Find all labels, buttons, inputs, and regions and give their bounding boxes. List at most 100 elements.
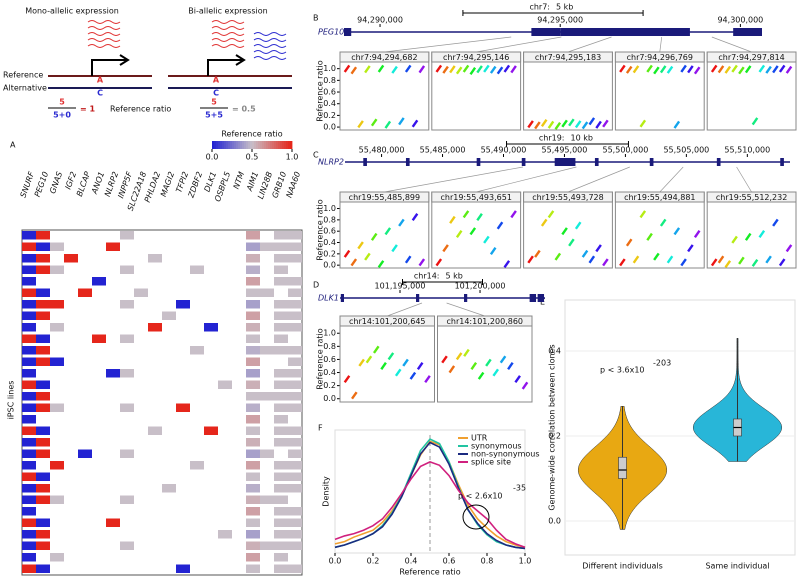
clone-point bbox=[595, 120, 602, 129]
heatmap-cell bbox=[288, 346, 302, 355]
heatmap-cell bbox=[22, 484, 36, 493]
heatmap-cell bbox=[288, 242, 302, 251]
clone-point bbox=[653, 66, 660, 75]
heatmap-cell bbox=[22, 346, 36, 355]
heatmap-cell bbox=[36, 311, 50, 320]
clone-point bbox=[581, 121, 589, 130]
clone-point bbox=[377, 260, 385, 269]
colorbar-step bbox=[284, 141, 287, 149]
y-tick-label: 0.2 bbox=[323, 381, 336, 390]
heatmap-cell bbox=[246, 277, 260, 286]
heatmap-cell bbox=[22, 438, 36, 447]
clone-point bbox=[503, 64, 511, 73]
heatmap-cell bbox=[190, 346, 204, 355]
heatmap-cell bbox=[36, 231, 50, 240]
panel-letter: B bbox=[313, 14, 319, 23]
clone-point bbox=[765, 65, 772, 74]
heatmap-cell bbox=[260, 288, 274, 297]
colorbar-step bbox=[288, 141, 291, 149]
clone-point bbox=[588, 255, 596, 264]
heatmap-cell bbox=[120, 495, 134, 504]
heatmap-cell bbox=[36, 484, 50, 493]
heatmap-cell bbox=[120, 541, 134, 550]
heatmap-cell bbox=[218, 380, 232, 389]
clone-point bbox=[462, 64, 470, 73]
clone-point bbox=[527, 120, 534, 129]
heatmap-cell bbox=[92, 334, 106, 343]
clone-point bbox=[391, 65, 398, 74]
heatmap-cell bbox=[246, 254, 260, 263]
heatmap-cell bbox=[22, 254, 36, 263]
x-tick-label: 94,300,000 bbox=[717, 16, 763, 25]
heatmap-cell bbox=[246, 541, 260, 550]
ref-reads bbox=[87, 20, 121, 48]
clone-point bbox=[595, 244, 602, 253]
clone-point bbox=[772, 65, 779, 74]
y-tick-label: 1.0 bbox=[323, 329, 336, 338]
heatmap-cell bbox=[36, 334, 50, 343]
heatmap-cell bbox=[274, 380, 288, 389]
heatmap-cell bbox=[106, 242, 120, 251]
clone-point bbox=[751, 117, 759, 126]
clone-point bbox=[687, 65, 694, 74]
sub-panel-header bbox=[339, 191, 430, 203]
heatmap-cell bbox=[246, 449, 260, 458]
clone-point bbox=[358, 358, 365, 367]
heatmap-cell bbox=[22, 564, 36, 573]
clone-point bbox=[462, 210, 470, 219]
y-tick-label: 0.8 bbox=[323, 215, 336, 224]
sub-panel-title: chr14:101,200,860 bbox=[446, 317, 523, 326]
clone-point bbox=[731, 64, 738, 73]
x-tick-label: 101,195,000 bbox=[375, 282, 426, 291]
heatmap-cell bbox=[36, 518, 50, 527]
clone-point bbox=[470, 362, 478, 370]
heatmap-cell bbox=[246, 265, 260, 274]
heatmap-cell bbox=[50, 357, 64, 366]
clone-point bbox=[514, 375, 521, 384]
annotation: p < 2.6x10 bbox=[458, 492, 503, 501]
heatmap-cell bbox=[36, 564, 50, 573]
clone-point bbox=[693, 66, 701, 75]
colorbar-step bbox=[236, 141, 239, 149]
connector bbox=[387, 302, 423, 317]
sub-panel bbox=[437, 315, 533, 403]
clone-point bbox=[653, 252, 660, 261]
legend-label: non-synonymous bbox=[471, 450, 540, 459]
heatmap-cell bbox=[22, 231, 36, 240]
sub-panel bbox=[523, 191, 613, 269]
box bbox=[618, 456, 627, 479]
sub-panel-title: chr19:55,512,232 bbox=[716, 193, 787, 202]
heatmap-cell bbox=[288, 277, 302, 286]
sub-panel-header bbox=[339, 315, 435, 327]
colorbar-step bbox=[272, 141, 275, 149]
colorbar-step bbox=[230, 141, 233, 149]
density-line bbox=[334, 461, 526, 549]
y-tick-label: 0.2 bbox=[323, 111, 336, 120]
clone-point bbox=[646, 232, 653, 241]
sub-panel-title: chr7:94,294,682 bbox=[351, 53, 417, 62]
heatmap-cell bbox=[50, 495, 64, 504]
reads bbox=[87, 20, 287, 60]
x-tick-label: 55,485,000 bbox=[420, 146, 466, 155]
heatmap-cell bbox=[190, 461, 204, 470]
heatmap-cell bbox=[274, 553, 288, 562]
heatmap-cell bbox=[288, 438, 302, 447]
heatmap-cell bbox=[288, 254, 302, 263]
heatmap-cell bbox=[50, 242, 64, 251]
x-tick-label: 55,510,000 bbox=[724, 146, 770, 155]
clone-point bbox=[724, 65, 732, 74]
colorbar-step bbox=[280, 141, 283, 149]
clone-point bbox=[469, 67, 477, 75]
colorbar-step bbox=[256, 141, 259, 149]
exon bbox=[531, 28, 561, 36]
heatmap-cell bbox=[260, 449, 274, 458]
bi-denominator: 5+5 bbox=[205, 111, 223, 120]
clone-point bbox=[448, 365, 456, 374]
heatmap-cell bbox=[92, 277, 106, 286]
clone-point bbox=[717, 255, 725, 264]
x-tick-label: 55,480,000 bbox=[359, 146, 405, 155]
heatmap-cell bbox=[50, 403, 64, 412]
clone-point bbox=[744, 232, 752, 241]
colorbar-step bbox=[226, 141, 229, 149]
heatmap-cell bbox=[246, 357, 260, 366]
